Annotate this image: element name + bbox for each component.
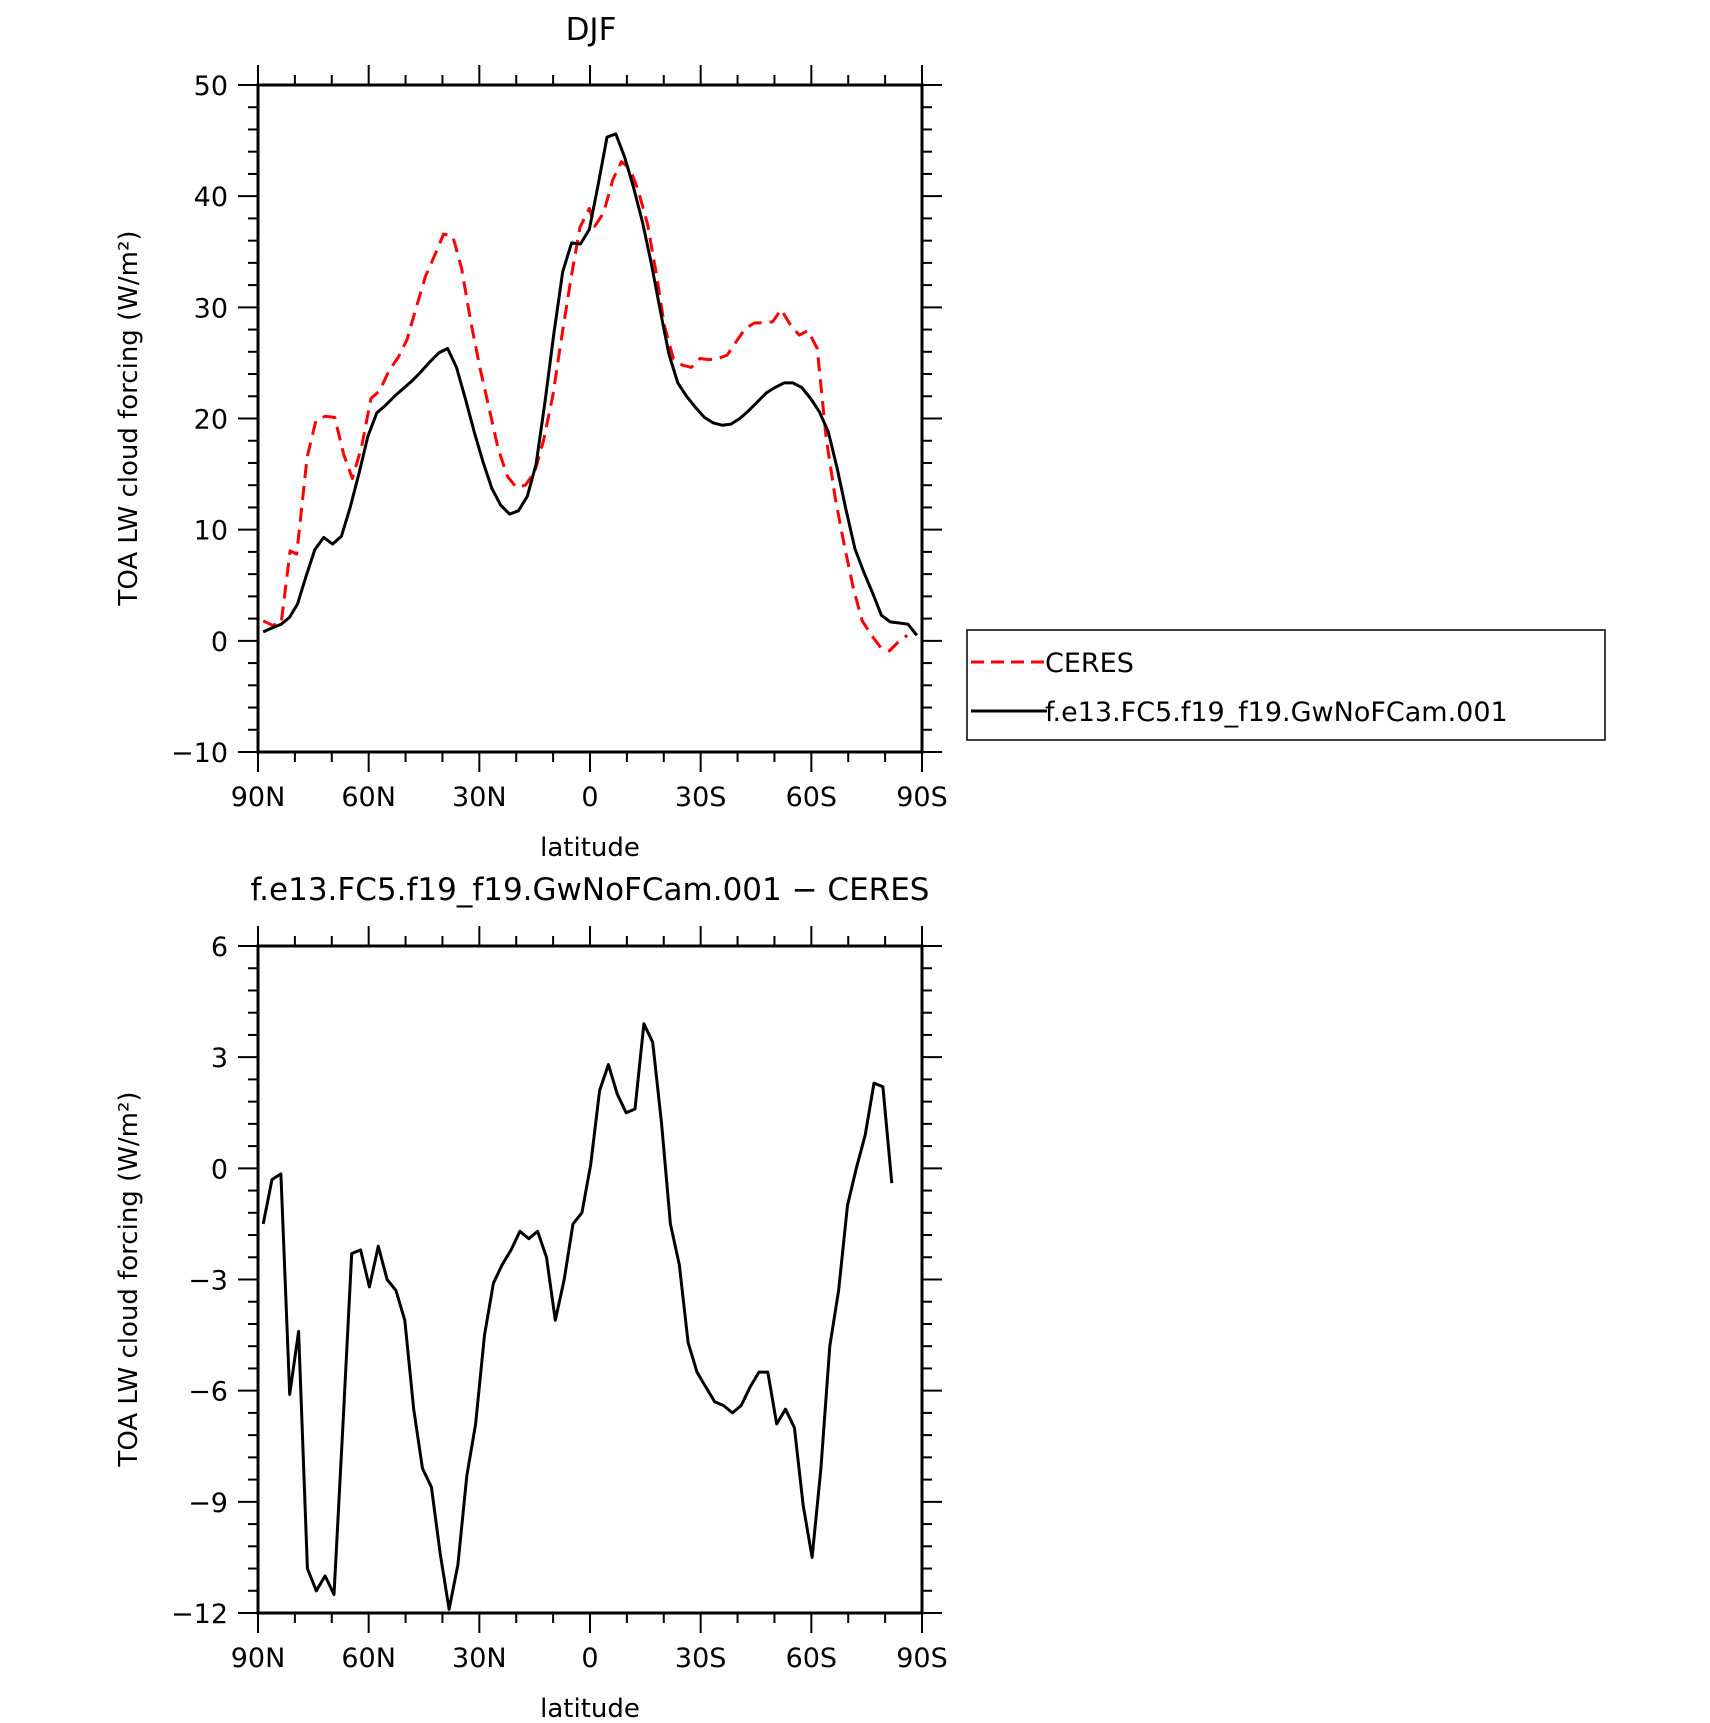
y-tick-label: −12 bbox=[171, 1599, 228, 1630]
y-tick-label: −9 bbox=[188, 1488, 228, 1519]
tick-marks bbox=[238, 926, 942, 1633]
x-tick-labels: 90N 60N 30N 0 30S 60S 90S bbox=[231, 1643, 948, 1674]
x-tick-label: 30S bbox=[675, 1643, 727, 1674]
y-axis-label: TOA LW cloud forcing (W/m²) bbox=[114, 230, 144, 606]
x-tick-label: 90N bbox=[231, 782, 286, 813]
y-axis-label: TOA LW cloud forcing (W/m²) bbox=[114, 1091, 144, 1467]
y-tick-label: −3 bbox=[188, 1266, 228, 1297]
x-tick-label: 90S bbox=[896, 1643, 948, 1674]
x-tick-label: 60S bbox=[786, 1643, 838, 1674]
y-tick-label: 3 bbox=[211, 1043, 228, 1074]
y-tick-label: −10 bbox=[171, 738, 228, 769]
x-tick-label: 60S bbox=[786, 782, 838, 813]
tick-marks bbox=[238, 65, 942, 772]
y-tick-labels: −10 0 10 20 30 40 50 bbox=[171, 71, 228, 769]
x-axis-label: latitude bbox=[540, 1694, 640, 1723]
legend-label-model: f.e13.FC5.f19_f19.GwNoFCam.001 bbox=[1045, 697, 1508, 728]
bottom-panel: f.e13.FC5.f19_f19.GwNoFCam.001 − CERES −… bbox=[114, 872, 948, 1723]
y-tick-label: 0 bbox=[211, 1154, 228, 1185]
plot-frame bbox=[256, 944, 924, 1615]
y-tick-label: 40 bbox=[194, 182, 228, 213]
series-group bbox=[261, 1022, 894, 1611]
x-tick-labels: 90N 60N 30N 0 30S 60S 90S bbox=[231, 782, 948, 813]
x-tick-label: 60N bbox=[341, 782, 396, 813]
x-tick-label: 0 bbox=[581, 1643, 598, 1674]
y-tick-labels: −12 −9 −6 −3 0 3 6 bbox=[171, 932, 228, 1630]
legend: CERES f.e13.FC5.f19_f19.GwNoFCam.001 bbox=[966, 629, 1606, 741]
x-tick-label: 0 bbox=[581, 782, 598, 813]
x-tick-label: 90N bbox=[231, 1643, 286, 1674]
y-tick-label: 50 bbox=[194, 71, 228, 102]
y-tick-label: 0 bbox=[211, 627, 228, 658]
y-tick-label: 20 bbox=[194, 405, 228, 436]
x-axis-label: latitude bbox=[540, 833, 640, 863]
chart-title: f.e13.FC5.f19_f19.GwNoFCam.001 − CERES bbox=[251, 872, 930, 908]
x-tick-label: 60N bbox=[341, 1643, 396, 1674]
x-tick-label: 30N bbox=[452, 782, 507, 813]
series-line-ceres bbox=[262, 160, 909, 653]
series-line-difference bbox=[261, 1022, 894, 1611]
x-tick-label: 90S bbox=[896, 782, 948, 813]
series-line-model bbox=[262, 132, 918, 637]
x-tick-label: 30N bbox=[452, 1643, 507, 1674]
x-tick-label: 30S bbox=[675, 782, 727, 813]
y-tick-label: 30 bbox=[194, 293, 228, 324]
series-group bbox=[262, 132, 918, 653]
top-panel: DJF −10 0 10 20 30 40 50 90N 60N 30N 0 30S 60S 90S l… bbox=[114, 12, 1606, 863]
y-tick-label: 10 bbox=[194, 516, 228, 547]
y-tick-label: 6 bbox=[211, 932, 228, 963]
chart-title: DJF bbox=[566, 12, 617, 48]
legend-box bbox=[966, 629, 1606, 741]
legend-label-ceres: CERES bbox=[1045, 648, 1134, 679]
y-tick-label: −6 bbox=[188, 1377, 228, 1408]
